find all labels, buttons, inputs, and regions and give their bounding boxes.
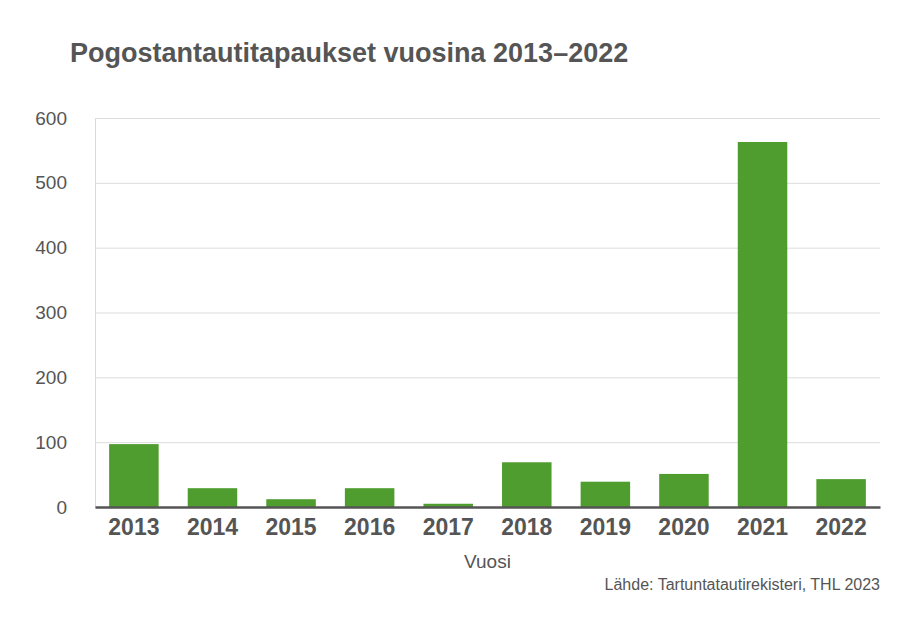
bar [738,142,788,507]
y-axis: 0 100 200 300 400 500 600 [35,108,880,518]
y-tick-label: 500 [35,172,67,193]
x-tick-label: 2015 [265,514,316,540]
source: Lähde: Tartuntatautirekisteri, THL 2023 [605,576,881,593]
y-tick-label: 600 [35,108,67,129]
grid-line [95,507,880,508]
x-tick: 2013 [108,507,159,540]
y-tick-label: 0 [56,497,67,518]
x-tick: 2016 [344,507,395,540]
y-tick-label: 200 [35,367,67,388]
grid-line [95,118,880,119]
x-tick-label: 2013 [108,514,159,540]
bar [502,462,552,507]
x-tick: 2018 [501,507,552,540]
x-axis-title: Vuosi [464,551,511,572]
y-axis-line [96,119,881,508]
x-tick-label: 2018 [501,514,552,540]
x-tick: 2022 [816,507,867,540]
x-axis-line [96,506,881,509]
x-tick-label: 2022 [816,514,867,540]
bars [109,142,866,507]
x-tick: 2017 [423,507,474,540]
x-tick-label: 2017 [423,514,474,540]
x-tick: 2020 [658,507,709,540]
bar [659,474,709,507]
bar [816,479,866,507]
x-tick-label: 2021 [737,514,788,540]
x-axis: 2013 2014 2015 2016 2017 2018 2019 2020 2021 2022 [96,507,881,540]
y-tick-label: 100 [35,432,67,453]
x-tick-label: 2019 [580,514,631,540]
y-tick-label: 300 [35,302,67,323]
title: Pogostantautitapaukset vuosina 2013–2022 [70,38,628,68]
x-tick: 2014 [187,507,238,540]
x-tick: 2019 [580,507,631,540]
x-tick: 2015 [265,507,316,540]
plot: 0100200300400500600201320142015201620172… [35,108,880,541]
bar [266,499,316,507]
y-tick: 600 [35,108,880,129]
bar [109,444,159,507]
y-tick-label: 400 [35,237,67,258]
x-tick: 2021 [737,507,788,540]
x-tick-label: 2020 [658,514,709,540]
x-tick-label: 2016 [344,514,395,540]
x-tick-label: 2014 [187,514,238,540]
bar [188,488,238,507]
bar [581,482,631,507]
bar [345,488,395,507]
chart: Pogostantautitapaukset vuosina 2013–2022… [0,0,920,629]
